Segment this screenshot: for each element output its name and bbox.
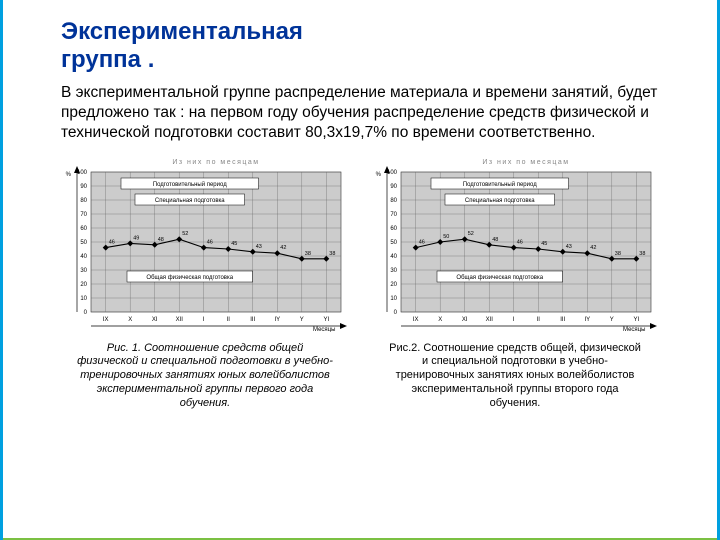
svg-text:Подготовительный период: Подготовительный период xyxy=(463,181,537,188)
svg-text:30: 30 xyxy=(390,268,397,274)
svg-text:Общая физическая подготовка: Общая физическая подготовка xyxy=(456,275,543,281)
svg-text:42: 42 xyxy=(280,245,286,251)
chart-col-2: Из них по месяцам0102030405060708090100I… xyxy=(371,152,659,411)
svg-text:46: 46 xyxy=(109,239,115,245)
chart-1: Из них по месяцам0102030405060708090100I… xyxy=(61,152,349,332)
svg-text:46: 46 xyxy=(419,239,425,245)
svg-text:Из них по месяцам: Из них по месяцам xyxy=(172,159,259,166)
svg-text:90: 90 xyxy=(390,184,397,190)
charts-row: Из них по месяцам0102030405060708090100I… xyxy=(61,152,659,411)
svg-text:50: 50 xyxy=(443,234,449,240)
svg-text:40: 40 xyxy=(390,254,397,260)
svg-text:0: 0 xyxy=(84,310,88,316)
slide: Экспериментальная группа . В эксперимент… xyxy=(0,0,720,540)
svg-text:Y: Y xyxy=(610,317,614,323)
svg-text:52: 52 xyxy=(182,231,188,237)
caption-1: Рис. 1. Соотношение средств общей физиче… xyxy=(75,342,335,411)
svg-text:%: % xyxy=(66,172,72,178)
chart-2: Из них по месяцам0102030405060708090100I… xyxy=(371,152,659,332)
svg-text:IY: IY xyxy=(274,317,280,323)
chart-col-1: Из них по месяцам0102030405060708090100I… xyxy=(61,152,349,411)
svg-text:38: 38 xyxy=(305,250,311,256)
svg-text:Месяцы: Месяцы xyxy=(313,327,335,332)
title-line2: группа . xyxy=(61,46,154,73)
svg-text:I: I xyxy=(203,317,205,323)
svg-text:70: 70 xyxy=(80,212,87,218)
svg-text:X: X xyxy=(128,317,132,323)
svg-text:42: 42 xyxy=(590,245,596,251)
svg-text:Подготовительный период: Подготовительный период xyxy=(153,181,227,188)
svg-text:Месяцы: Месяцы xyxy=(623,327,645,332)
svg-text:XII: XII xyxy=(176,317,184,323)
svg-text:48: 48 xyxy=(158,236,164,242)
svg-text:52: 52 xyxy=(468,231,474,237)
svg-text:46: 46 xyxy=(207,239,213,245)
svg-text:20: 20 xyxy=(80,282,87,288)
svg-text:45: 45 xyxy=(231,241,237,247)
svg-text:XII: XII xyxy=(486,317,494,323)
svg-text:10: 10 xyxy=(80,296,87,302)
svg-text:38: 38 xyxy=(639,250,645,256)
svg-text:IX: IX xyxy=(103,317,109,323)
slide-title: Экспериментальная группа . xyxy=(61,18,659,73)
svg-text:46: 46 xyxy=(517,239,523,245)
svg-text:YI: YI xyxy=(323,317,329,323)
svg-text:IY: IY xyxy=(584,317,590,323)
svg-text:30: 30 xyxy=(80,268,87,274)
svg-text:II: II xyxy=(537,317,541,323)
svg-text:70: 70 xyxy=(390,212,397,218)
svg-text:90: 90 xyxy=(80,184,87,190)
svg-text:X: X xyxy=(438,317,442,323)
svg-text:Специальная подготовка: Специальная подготовка xyxy=(155,198,225,204)
svg-text:Из них по месяцам: Из них по месяцам xyxy=(482,159,569,166)
svg-text:IX: IX xyxy=(413,317,419,323)
svg-text:0: 0 xyxy=(394,310,398,316)
svg-text:45: 45 xyxy=(541,241,547,247)
svg-text:Общая физическая подготовка: Общая физическая подготовка xyxy=(146,275,233,281)
svg-text:38: 38 xyxy=(329,250,335,256)
svg-text:XI: XI xyxy=(152,317,158,323)
svg-text:YI: YI xyxy=(633,317,639,323)
svg-text:50: 50 xyxy=(390,240,397,246)
svg-text:80: 80 xyxy=(80,198,87,204)
svg-text:38: 38 xyxy=(615,250,621,256)
svg-text:80: 80 xyxy=(390,198,397,204)
svg-text:Y: Y xyxy=(300,317,304,323)
svg-text:43: 43 xyxy=(566,243,572,249)
svg-text:43: 43 xyxy=(256,243,262,249)
svg-text:20: 20 xyxy=(390,282,397,288)
svg-text:III: III xyxy=(250,317,255,323)
title-line1: Экспериментальная xyxy=(61,18,303,45)
body-paragraph: В экспериментальной группе распределение… xyxy=(61,83,659,143)
svg-text:60: 60 xyxy=(390,226,397,232)
svg-text:10: 10 xyxy=(390,296,397,302)
svg-text:XI: XI xyxy=(462,317,468,323)
svg-text:50: 50 xyxy=(80,240,87,246)
svg-text:60: 60 xyxy=(80,226,87,232)
svg-text:%: % xyxy=(376,172,382,178)
svg-text:Специальная подготовка: Специальная подготовка xyxy=(465,198,535,204)
svg-text:III: III xyxy=(560,317,565,323)
svg-text:48: 48 xyxy=(492,236,498,242)
svg-text:I: I xyxy=(513,317,515,323)
svg-text:II: II xyxy=(227,317,231,323)
svg-text:40: 40 xyxy=(80,254,87,260)
svg-text:49: 49 xyxy=(133,235,139,241)
caption-2: Рис.2. Соотношение средств общей, физиче… xyxy=(385,342,645,411)
